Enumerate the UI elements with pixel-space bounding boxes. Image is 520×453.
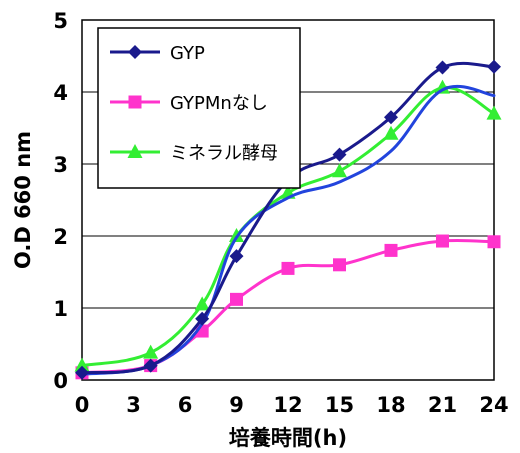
legend-entry: GYP — [110, 43, 205, 64]
data-point — [384, 110, 398, 125]
data-point — [435, 60, 450, 75]
data-point — [230, 292, 243, 306]
data-point — [281, 261, 295, 275]
x-tick-label: 9 — [229, 393, 244, 417]
series-0 — [75, 59, 501, 380]
data-point — [74, 357, 90, 372]
data-point — [75, 365, 89, 380]
y-tick-label: 2 — [53, 225, 68, 249]
data-point — [332, 147, 347, 162]
data-point — [384, 243, 398, 257]
data-point — [143, 358, 158, 373]
data-point — [487, 235, 501, 249]
x-tick-label: 12 — [273, 393, 302, 417]
legend-label: GYPMnなし — [170, 93, 268, 114]
legend-label: GYP — [170, 43, 205, 64]
data-point — [383, 125, 399, 140]
x-tick-label: 18 — [376, 393, 405, 417]
series-layer — [74, 59, 502, 380]
legend-entry: GYPMnなし — [110, 93, 268, 114]
x-tick-label: 3 — [126, 393, 141, 417]
legend-label: ミネラル酵母 — [170, 143, 278, 164]
data-point — [229, 249, 244, 264]
x-tick-label: 15 — [325, 393, 354, 417]
legend-marker — [127, 144, 143, 158]
data-point — [332, 163, 347, 178]
x-tick-label: 21 — [428, 393, 457, 417]
y-tick-label: 0 — [53, 369, 68, 393]
data-point — [143, 344, 159, 359]
y-tick-label: 1 — [53, 297, 68, 321]
legend-marker — [128, 45, 142, 59]
data-point — [194, 296, 210, 311]
data-point — [487, 59, 501, 74]
y-tick-label: 4 — [53, 81, 68, 105]
x-tick-label: 6 — [178, 393, 193, 417]
x-tick-label: 24 — [479, 393, 508, 417]
data-point — [195, 311, 210, 326]
legend-marker — [128, 95, 142, 109]
y-tick-label: 3 — [53, 153, 68, 177]
y-axis-title: O.D 660 nm — [11, 131, 35, 269]
y-tick-label: 5 — [53, 9, 68, 33]
data-point — [436, 234, 449, 248]
data-point — [333, 258, 346, 272]
data-point — [486, 105, 502, 120]
x-axis-title: 培養時間(h) — [229, 426, 347, 450]
x-tick-label: 0 — [75, 393, 90, 417]
legend-entry: ミネラル酵母 — [110, 143, 278, 164]
data-point — [435, 79, 450, 94]
